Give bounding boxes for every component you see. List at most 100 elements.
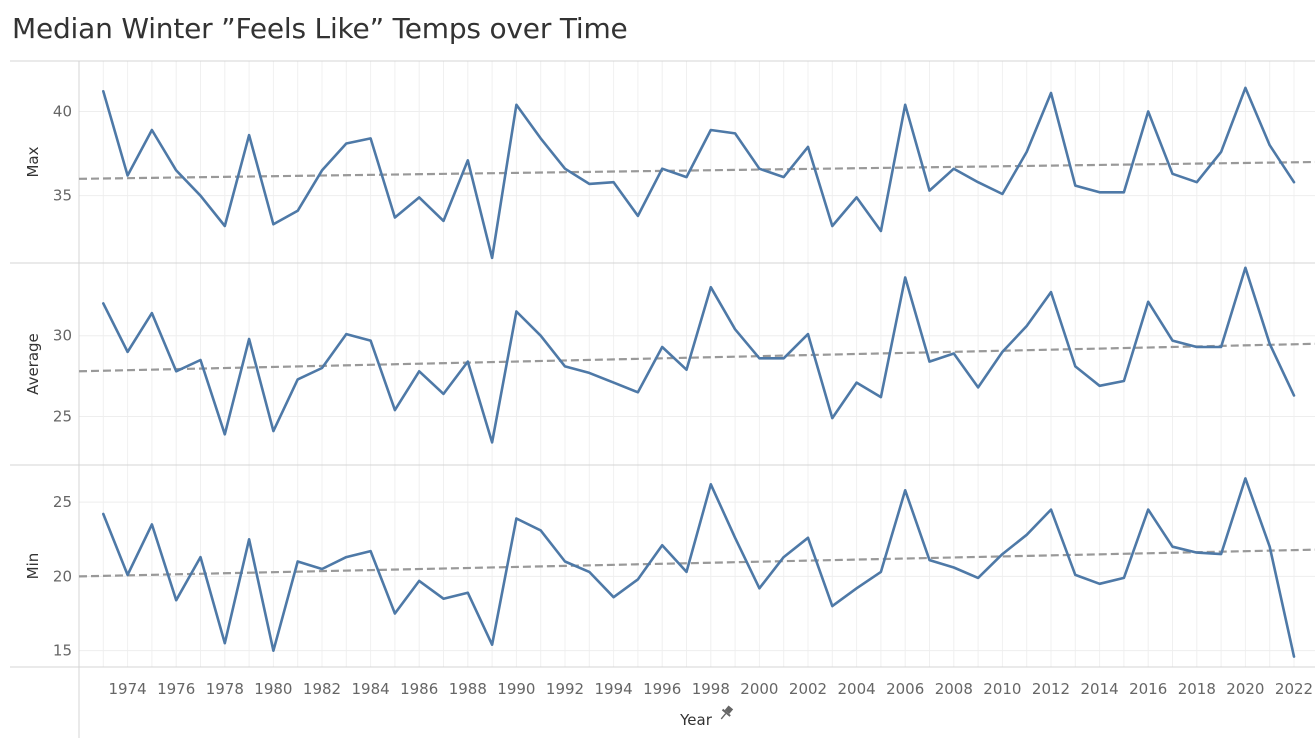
data-point-max[interactable] <box>708 127 714 133</box>
data-point-min[interactable] <box>1267 544 1273 550</box>
data-point-average[interactable] <box>319 365 325 371</box>
data-point-min[interactable] <box>1121 575 1127 581</box>
data-point-max[interactable] <box>441 218 447 224</box>
data-point-max[interactable] <box>100 88 106 94</box>
data-point-max[interactable] <box>829 223 835 229</box>
data-point-max[interactable] <box>1242 85 1248 91</box>
data-point-average[interactable] <box>513 308 519 314</box>
data-point-min[interactable] <box>392 611 398 617</box>
data-point-max[interactable] <box>246 132 252 138</box>
data-point-max[interactable] <box>319 167 325 173</box>
data-point-average[interactable] <box>441 391 447 397</box>
data-point-min[interactable] <box>635 576 641 582</box>
data-point-average[interactable] <box>173 368 179 374</box>
data-point-min[interactable] <box>319 566 325 572</box>
data-point-average[interactable] <box>684 367 690 373</box>
data-point-max[interactable] <box>173 167 179 173</box>
data-point-average[interactable] <box>902 275 908 281</box>
data-point-max[interactable] <box>586 181 592 187</box>
data-point-max[interactable] <box>1194 179 1200 185</box>
data-point-max[interactable] <box>513 102 519 108</box>
data-point-min[interactable] <box>173 597 179 603</box>
data-point-min[interactable] <box>222 640 228 646</box>
data-point-max[interactable] <box>465 157 471 163</box>
data-point-average[interactable] <box>222 431 228 437</box>
data-point-max[interactable] <box>538 135 544 141</box>
data-point-min[interactable] <box>513 515 519 521</box>
data-point-max[interactable] <box>975 179 981 185</box>
data-point-max[interactable] <box>635 213 641 219</box>
data-point-min[interactable] <box>756 585 762 591</box>
data-point-average[interactable] <box>1145 299 1151 305</box>
data-point-min[interactable] <box>1242 475 1248 481</box>
data-point-min[interactable] <box>538 527 544 533</box>
data-point-max[interactable] <box>951 166 957 172</box>
data-point-min[interactable] <box>1170 544 1176 550</box>
data-point-min[interactable] <box>100 511 106 517</box>
data-point-min[interactable] <box>1024 532 1030 538</box>
data-point-average[interactable] <box>149 310 155 316</box>
series-line-average[interactable] <box>102 266 1296 444</box>
data-point-max[interactable] <box>805 144 811 150</box>
data-point-min[interactable] <box>1048 507 1054 513</box>
data-point-max[interactable] <box>222 223 228 229</box>
series-line-min[interactable] <box>102 477 1296 658</box>
data-point-min[interactable] <box>1194 550 1200 556</box>
data-point-average[interactable] <box>805 331 811 337</box>
data-point-max[interactable] <box>1121 189 1127 195</box>
data-point-max[interactable] <box>902 102 908 108</box>
data-point-average[interactable] <box>295 376 301 382</box>
data-point-min[interactable] <box>562 559 568 565</box>
data-point-average[interactable] <box>465 359 471 365</box>
data-point-min[interactable] <box>659 542 665 548</box>
data-point-average[interactable] <box>198 357 204 363</box>
data-point-max[interactable] <box>659 166 665 172</box>
data-point-average[interactable] <box>829 415 835 421</box>
data-point-min[interactable] <box>368 548 374 554</box>
data-point-min[interactable] <box>902 487 908 493</box>
data-point-average[interactable] <box>611 380 617 386</box>
data-point-average[interactable] <box>416 368 422 374</box>
data-point-max[interactable] <box>198 193 204 199</box>
data-point-average[interactable] <box>1048 289 1054 295</box>
data-point-average[interactable] <box>708 284 714 290</box>
data-point-average[interactable] <box>1194 344 1200 350</box>
data-point-max[interactable] <box>270 221 276 227</box>
data-point-max[interactable] <box>684 174 690 180</box>
data-point-average[interactable] <box>125 349 131 355</box>
data-point-min[interactable] <box>1145 507 1151 513</box>
data-point-max[interactable] <box>1218 149 1224 155</box>
data-point-max[interactable] <box>562 166 568 172</box>
data-point-max[interactable] <box>854 194 860 200</box>
data-point-max[interactable] <box>1291 179 1297 185</box>
data-point-max[interactable] <box>1267 142 1273 148</box>
data-point-min[interactable] <box>441 596 447 602</box>
data-point-max[interactable] <box>1145 109 1151 115</box>
data-point-max[interactable] <box>295 208 301 214</box>
data-point-min[interactable] <box>829 603 835 609</box>
data-point-min[interactable] <box>927 557 933 563</box>
data-point-min[interactable] <box>270 648 276 654</box>
series-line-max[interactable] <box>102 86 1296 260</box>
data-point-max[interactable] <box>878 228 884 234</box>
data-point-average[interactable] <box>927 359 933 365</box>
data-point-average[interactable] <box>270 428 276 434</box>
data-point-average[interactable] <box>781 355 787 361</box>
data-point-min[interactable] <box>198 554 204 560</box>
data-point-average[interactable] <box>246 336 252 342</box>
data-point-min[interactable] <box>708 481 714 487</box>
data-point-average[interactable] <box>1024 323 1030 329</box>
data-point-average[interactable] <box>343 331 349 337</box>
data-point-min[interactable] <box>586 569 592 575</box>
data-point-max[interactable] <box>1097 189 1103 195</box>
data-point-average[interactable] <box>951 350 957 356</box>
data-point-min[interactable] <box>1097 581 1103 587</box>
data-point-average[interactable] <box>368 338 374 344</box>
data-point-average[interactable] <box>1121 378 1127 384</box>
data-point-min[interactable] <box>465 590 471 596</box>
data-point-average[interactable] <box>635 389 641 395</box>
data-point-max[interactable] <box>732 130 738 136</box>
data-point-min[interactable] <box>854 585 860 591</box>
data-point-min[interactable] <box>1218 551 1224 557</box>
data-point-min[interactable] <box>732 535 738 541</box>
